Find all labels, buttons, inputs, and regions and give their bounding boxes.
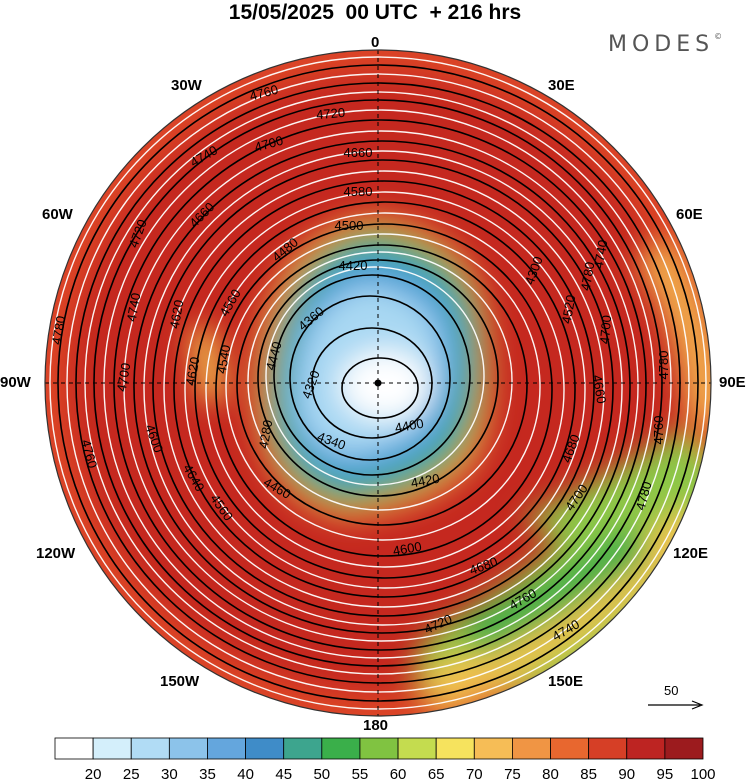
map-title: 15/05/2025 00 UTC + 216 hrs: [228, 1, 522, 24]
lon-label-90w: 90W: [0, 374, 31, 391]
lon-label-120w: 120W: [36, 545, 76, 562]
contour-value-label: 4660: [590, 374, 610, 405]
brand-text: MODES: [608, 32, 715, 57]
colorbar-tick-label: 50: [313, 766, 331, 783]
colorbar-tick-label: 95: [656, 766, 674, 783]
lon-label-60w: 60W: [42, 206, 73, 223]
colorbar-bin: [397, 737, 437, 760]
contour-value-label: 4420: [410, 471, 441, 491]
wind-scale-label: 50: [664, 683, 679, 698]
colorbar-tick-label: 100: [690, 766, 716, 783]
colorbar-tick-label: 55: [351, 766, 369, 783]
contour-value-label: 4400: [394, 416, 425, 436]
colorbar-tick-label: 35: [199, 766, 216, 783]
geopotential-contours: [49, 56, 707, 710]
lon-label-150w: 150W: [160, 673, 200, 690]
colorbar-tick-label: 40: [237, 766, 254, 783]
contour-value-label: 4580: [344, 184, 373, 199]
contour-value-label: 4780: [633, 480, 655, 512]
colorbar-bin: [283, 737, 323, 760]
contour-value-label: 4600: [392, 539, 423, 559]
wind-scale-arrow: [648, 700, 704, 710]
contour-value-label: 4780: [578, 261, 598, 292]
colorbar-tick-label: 90: [618, 766, 636, 783]
contour-value-label: 4700: [114, 362, 134, 393]
lon-label-0: 0: [371, 34, 380, 51]
contour-value-label: 4540: [214, 344, 234, 375]
contour-value-label: 4620: [167, 299, 187, 330]
colorbar-bin: [92, 737, 132, 760]
colorbar-tick-label: 60: [389, 766, 407, 783]
colorbar-bin: [207, 737, 246, 760]
lon-label-30e: 30E: [548, 77, 575, 94]
colorbar-bin: [168, 737, 208, 760]
contour-value-label: 4660: [344, 145, 373, 160]
contour-value-label: 4760: [248, 82, 280, 104]
colorbar-bin: [473, 737, 513, 760]
lon-label-30w: 30W: [171, 77, 202, 94]
lon-label-60e: 60E: [676, 206, 703, 223]
colorbar-tick-label: 75: [504, 766, 521, 783]
colorbar-bin: [626, 737, 666, 760]
colorbar-tick-label: 70: [465, 766, 483, 783]
colorbar-bin: [54, 737, 94, 760]
colorbar-bin: [588, 737, 628, 760]
contour-value-label: 4740: [124, 292, 144, 323]
north-pole-marker: [374, 379, 382, 387]
contour-value-label: 4780: [49, 315, 69, 346]
lon-label-180: 180: [363, 717, 389, 734]
contour-value-label: 4620: [183, 356, 203, 387]
contour-value-label: 4700: [597, 315, 614, 345]
graticule: [45, 50, 711, 716]
contour-value-label: 4780: [656, 351, 671, 380]
colorbar-bin: [359, 737, 399, 760]
colorbar-tick-label: 30: [161, 766, 178, 783]
colorbar-tick-label: 25: [122, 766, 140, 783]
colorbar-tick-label: 80: [542, 766, 559, 783]
colorbar-bin: [512, 737, 551, 760]
colorbar-bin: [664, 737, 704, 760]
contour-value-label: 4760: [651, 416, 666, 445]
contour-value-label: 4420: [339, 258, 368, 273]
colorbar-bin: [435, 737, 475, 760]
colorbar-bin: [321, 737, 361, 760]
colorbar-bin: [245, 737, 285, 760]
lon-label-90e: 90E: [719, 374, 746, 391]
colorbar-tick-label: 65: [427, 766, 445, 783]
contour-value-label: 4700: [253, 133, 285, 155]
colorbar-tick-label: 85: [580, 766, 597, 783]
modes-logo: MODES©: [608, 32, 722, 57]
colorbar: [54, 737, 704, 760]
colorbar-tick-label: 45: [275, 766, 293, 783]
lon-label-150e: 150E: [548, 673, 584, 690]
colorbar-bin: [550, 737, 590, 760]
map-boundary: [44, 49, 712, 717]
contour-value-label: 4520: [559, 294, 579, 325]
contour-value-label: 4720: [316, 105, 346, 122]
contour-value-label: 4760: [78, 438, 100, 470]
contour-value-label: 4280: [256, 419, 276, 450]
contour-value-label: 4440: [263, 340, 285, 372]
copyright-mark: ©: [714, 32, 723, 41]
colorbar-bin: [130, 737, 170, 760]
contour-value-label: 4740: [591, 239, 611, 270]
contour-value-label: 4500: [335, 218, 364, 233]
colorbar-tick-label: 20: [84, 766, 102, 783]
lon-label-120e: 120E: [673, 545, 709, 562]
